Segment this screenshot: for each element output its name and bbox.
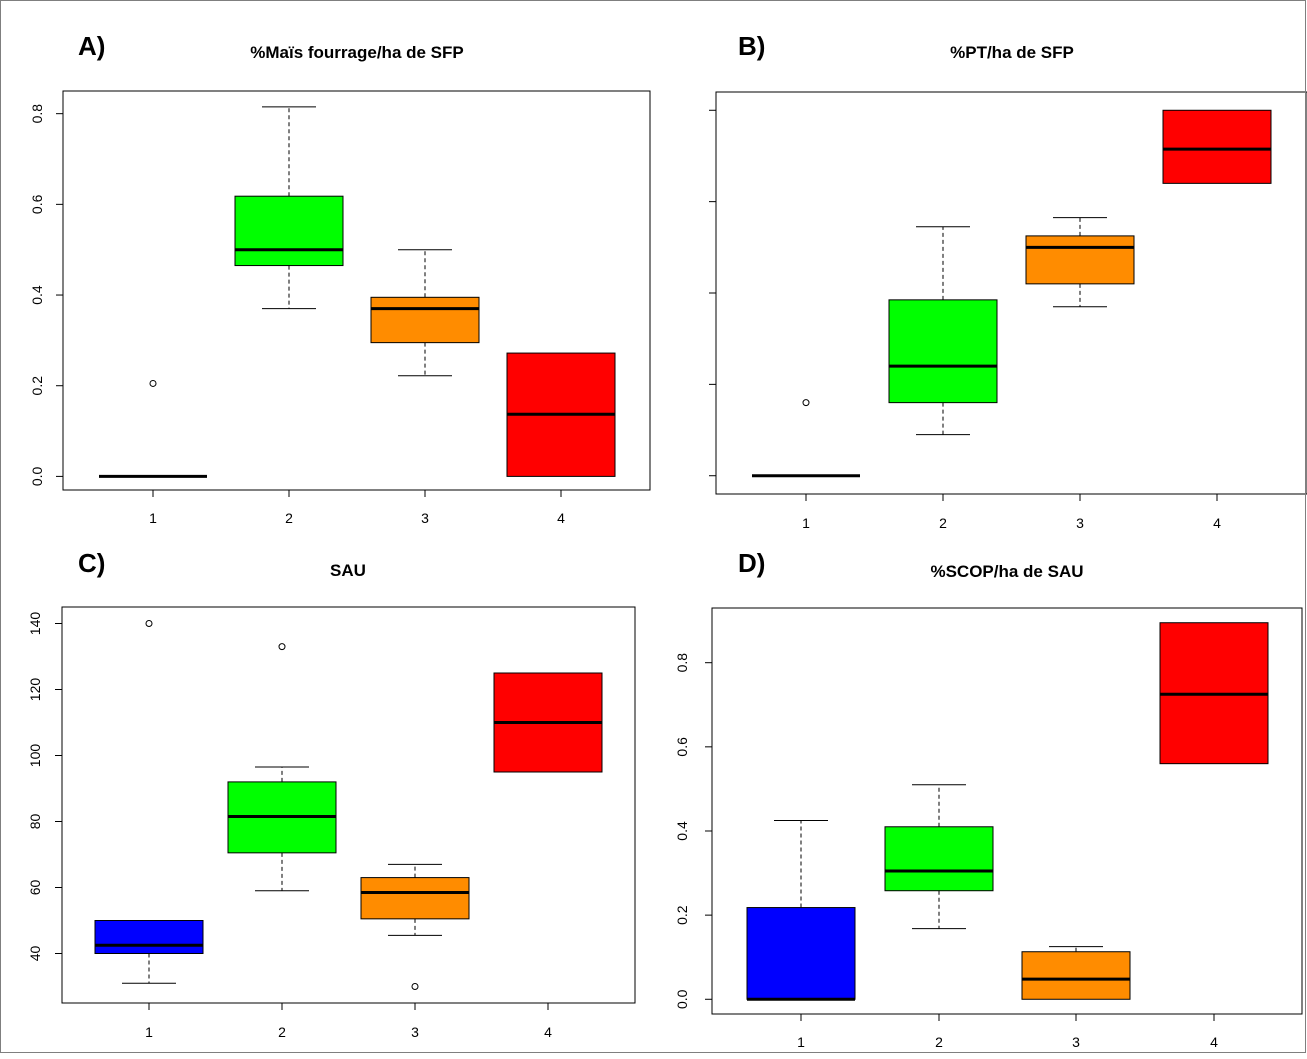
box-4 — [493, 672, 603, 773]
y-tick-label: 0.8 — [29, 104, 45, 124]
y-tick-label: 40 — [27, 946, 43, 962]
box-3 — [360, 863, 470, 990]
x-tick-label: 4 — [557, 510, 565, 526]
chart-panel-3: C) SAU 40 60 80 100 120 140 1 2 3 4 — [27, 548, 636, 1040]
y-tick-label: 0.6 — [29, 194, 45, 214]
x-tick-label: 3 — [411, 1024, 419, 1040]
box-4 — [1159, 622, 1269, 765]
x-tick-label: 3 — [1072, 1034, 1080, 1050]
chart-title: %SCOP/ha de SAU — [930, 562, 1083, 581]
chart-title: %Maïs fourrage/ha de SFP — [250, 43, 464, 62]
plot-frame — [62, 90, 651, 491]
x-tick-label: 4 — [544, 1024, 552, 1040]
box-rect — [234, 195, 344, 267]
box-4 — [506, 352, 616, 477]
y-tick-label: 0.2 — [674, 905, 690, 925]
box-rect — [1162, 109, 1272, 184]
x-tick-label: 2 — [939, 515, 947, 531]
chart-panel-2: B) %PT/ha de SFP 1 2 3 4 — [709, 31, 1307, 531]
panel-letter: D) — [738, 548, 765, 578]
box-rect — [1025, 235, 1135, 285]
y-tick-label: 0.4 — [674, 821, 690, 841]
chart-panel-1: A) %Maïs fourrage/ha de SFP 0.0 0.2 0.4 0.6 0.… — [29, 31, 651, 526]
chart-title: SAU — [330, 561, 366, 580]
chart-title: %PT/ha de SFP — [950, 43, 1074, 62]
x-tick-label: 4 — [1210, 1034, 1218, 1050]
box-2 — [884, 784, 994, 930]
box-rect — [884, 826, 994, 892]
y-tick-label: 0.2 — [29, 376, 45, 396]
y-tick-label: 0.0 — [29, 466, 45, 486]
y-tick-label: 80 — [27, 814, 43, 830]
box-1 — [752, 399, 860, 478]
x-tick-label: 1 — [145, 1024, 153, 1040]
x-tick-label: 2 — [278, 1024, 286, 1040]
box-1 — [99, 379, 207, 478]
box-1 — [94, 620, 204, 984]
x-tick-label: 2 — [935, 1034, 943, 1050]
x-tick-label: 4 — [1213, 515, 1221, 531]
x-tick-label: 1 — [149, 510, 157, 526]
box-3 — [1025, 217, 1135, 308]
box-2 — [234, 106, 344, 310]
y-tick-label: 0.0 — [674, 989, 690, 1009]
box-rect — [360, 877, 470, 920]
box-rect — [1021, 951, 1131, 1000]
outlier-point — [802, 399, 810, 407]
plot-frame — [61, 606, 636, 1004]
box-2 — [888, 226, 998, 436]
panel-letter: C) — [78, 548, 105, 578]
outlier-point — [278, 643, 286, 651]
y-tick-label: 0.4 — [29, 285, 45, 305]
outlier-point — [411, 983, 419, 990]
outlier-point — [149, 379, 157, 387]
box-rect — [94, 920, 204, 954]
y-tick-label: 0.6 — [674, 737, 690, 757]
box-2 — [227, 643, 337, 892]
box-1 — [746, 819, 856, 1001]
box-rect — [370, 296, 480, 344]
panel-letter: B) — [738, 31, 765, 61]
x-tick-label: 2 — [285, 510, 293, 526]
box-rect — [888, 299, 998, 404]
y-tick-label: 0.8 — [674, 653, 690, 673]
panel-letter: A) — [78, 31, 105, 61]
outlier-point — [145, 620, 153, 627]
box-3 — [370, 249, 480, 377]
box-3 — [1021, 946, 1131, 1000]
y-tick-label: 120 — [27, 678, 43, 702]
y-tick-label: 100 — [27, 744, 43, 768]
plot-frame — [711, 607, 1303, 1015]
y-tick-label: 60 — [27, 880, 43, 896]
x-tick-label: 3 — [1076, 515, 1084, 531]
x-tick-label: 3 — [421, 510, 429, 526]
chart-panel-4: D) %SCOP/ha de SAU 0.0 0.2 0.4 0.6 0.8 1 2 3 4 — [674, 548, 1303, 1050]
box-rect — [746, 907, 856, 1000]
box-4 — [1162, 109, 1272, 184]
x-tick-label: 1 — [802, 515, 810, 531]
y-tick-label: 140 — [27, 612, 43, 636]
x-tick-label: 1 — [797, 1034, 805, 1050]
